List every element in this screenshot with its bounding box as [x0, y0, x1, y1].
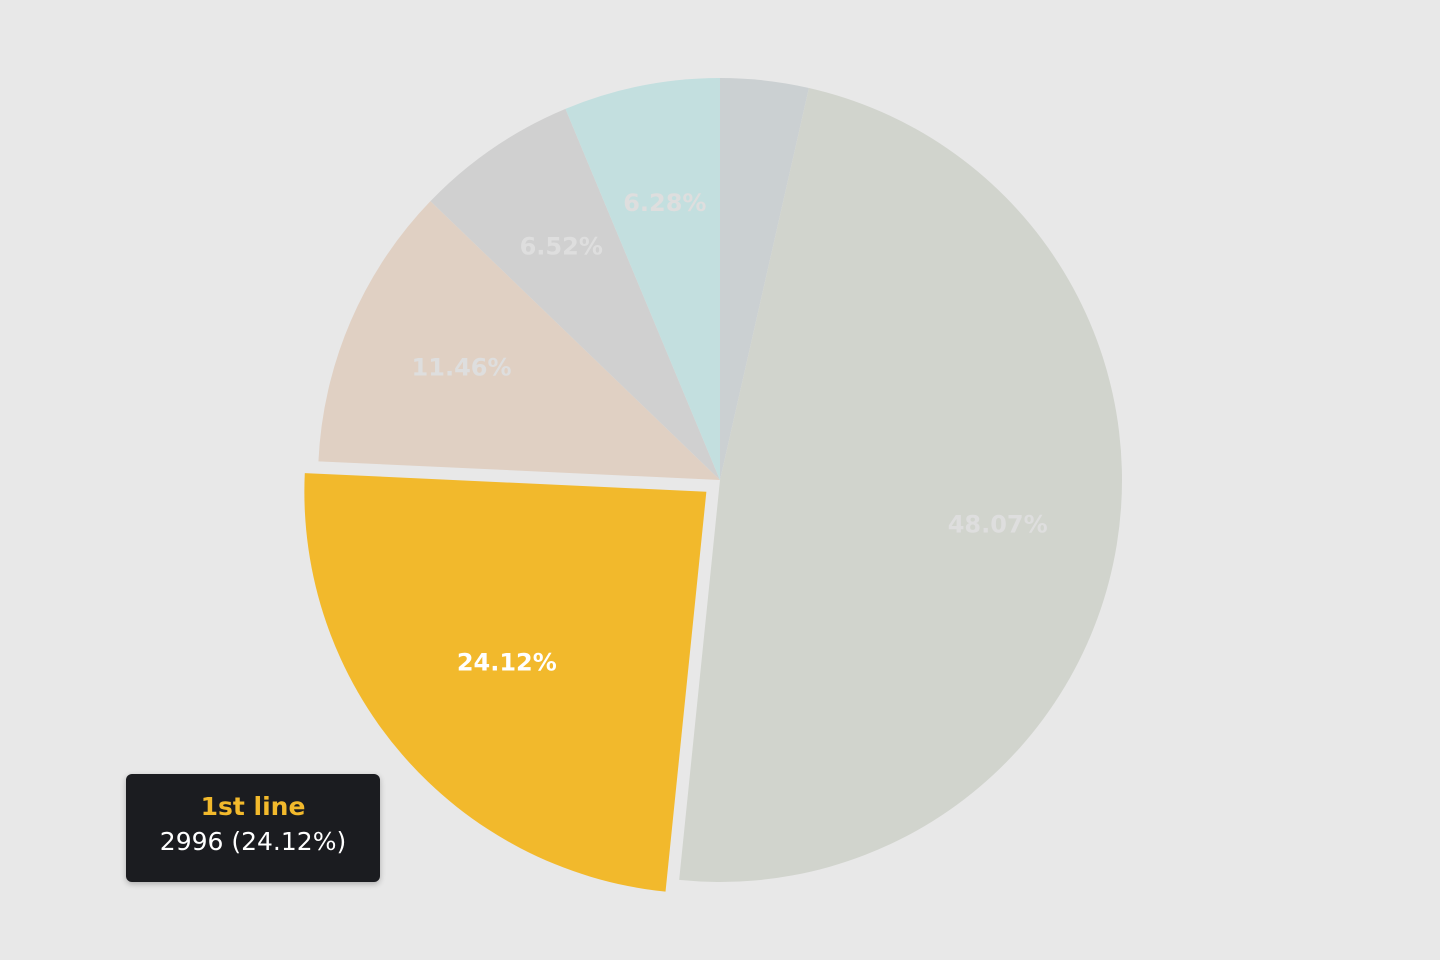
pie-slice-4[interactable] — [430, 108, 720, 481]
pie-slice-2[interactable] — [304, 473, 707, 892]
pie-slice-1[interactable] — [679, 87, 1123, 883]
slice-label-1: 48.07% — [948, 511, 1048, 539]
slice-label-3: 11.46% — [412, 354, 512, 382]
slice-label-2: 24.12% — [457, 649, 557, 677]
tooltip-title: 1st line — [200, 792, 306, 821]
slice-label-5: 6.28% — [623, 189, 706, 217]
chart-tooltip: 1st line 2996 (24.12%) — [126, 774, 380, 882]
slice-label-4: 6.52% — [520, 233, 603, 261]
pie-slice-5[interactable] — [565, 78, 720, 480]
pie-slice-0[interactable] — [720, 78, 809, 480]
pie-slice-3[interactable] — [318, 201, 720, 480]
tooltip-value: 2996 (24.12%) — [159, 827, 347, 856]
